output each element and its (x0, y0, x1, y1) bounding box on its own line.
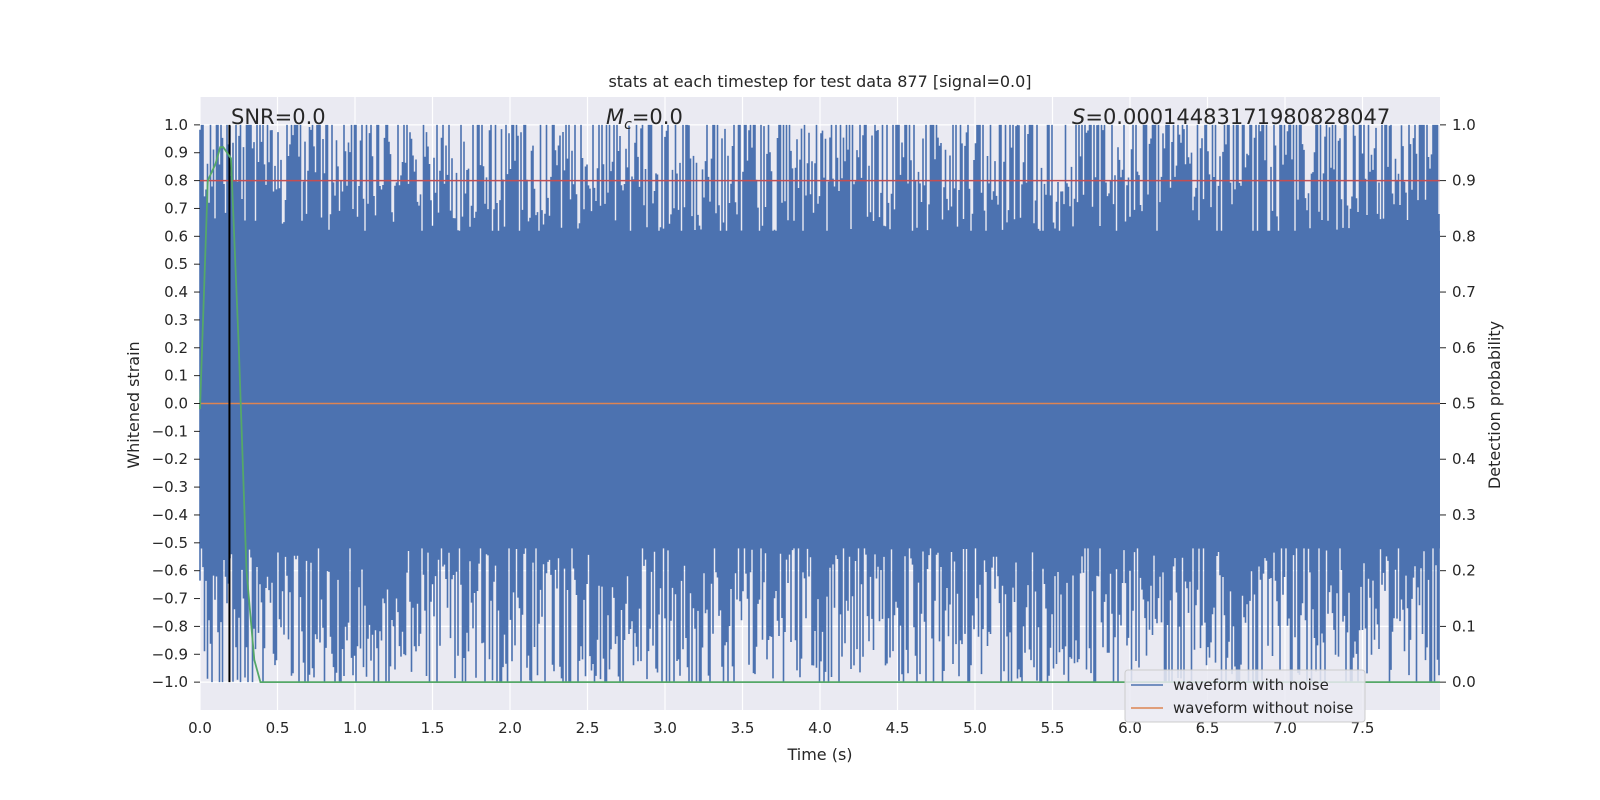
y-axis-right-label: Detection probability (1485, 321, 1504, 489)
y-axis-left-ticks: 1.0 0.9 0.8 0.7 0.6 0.5 0.4 0.3 0.2 0.1 0.0 −0.1 −0.… (152, 116, 200, 691)
y-left-tick-label: 0.0 (164, 395, 188, 413)
y-left-tick-label: −0.6 (152, 562, 188, 580)
x-tick-label: 0.5 (266, 719, 290, 737)
y-right-tick-label: 0.0 (1452, 673, 1476, 691)
x-axis-ticks: 0.0 0.5 1.0 1.5 2.0 2.5 3.0 3.5 4.0 4.5 5.0 5.5 6.0 6… (188, 719, 1374, 737)
y-axis-left-label: Whitened strain (124, 341, 143, 468)
legend: waveform with noise waveform without noi… (1124, 669, 1366, 723)
x-tick-label: 0.0 (188, 719, 212, 737)
y-left-tick-label: −0.5 (152, 534, 188, 552)
x-tick-label: 5.0 (963, 719, 987, 737)
x-tick-label: 2.5 (576, 719, 600, 737)
y-right-tick-label: 0.9 (1452, 172, 1476, 190)
y-left-tick-label: 0.2 (164, 339, 188, 357)
statistic-value: =0.00014483171980828047 (1085, 105, 1390, 129)
series-waveform-with-noise (199, 124, 1440, 683)
y-left-tick-label: −0.2 (152, 450, 188, 468)
y-left-tick-label: 0.7 (164, 199, 188, 217)
x-axis-label: Time (s) (786, 745, 852, 764)
x-tick-label: 6.5 (1196, 719, 1220, 737)
x-tick-label: 1.5 (421, 719, 445, 737)
y-axis-right-ticks: 1.0 0.9 0.8 0.7 0.6 0.5 0.4 0.3 0.2 0.1 0.0 (1440, 116, 1476, 691)
y-left-tick-label: −0.1 (152, 422, 188, 440)
y-right-tick-label: 0.3 (1452, 506, 1476, 524)
y-left-tick-label: 0.9 (164, 144, 188, 162)
chirp-mass-symbol: M (606, 105, 624, 129)
y-left-tick-label: 0.4 (164, 283, 188, 301)
y-left-tick-label: −0.7 (152, 590, 188, 608)
series-detection-probability (199, 146, 1440, 683)
chart-title: stats at each timestep for test data 877… (608, 72, 1031, 91)
y-left-tick-label: −0.9 (152, 645, 188, 663)
y-left-tick-label: −0.3 (152, 478, 188, 496)
x-tick-label: 4.0 (808, 719, 832, 737)
x-tick-label: 3.0 (653, 719, 677, 737)
statistic-annotation: S=0.00014483171980828047 (1072, 105, 1390, 129)
x-tick-label: 1.0 (343, 719, 367, 737)
y-left-tick-label: 0.8 (164, 172, 188, 190)
x-tick-label: 4.5 (886, 719, 910, 737)
y-right-tick-label: 0.4 (1452, 450, 1476, 468)
statistic-symbol: S (1072, 105, 1085, 129)
y-right-tick-label: 0.1 (1452, 617, 1476, 635)
chirp-mass-value: =0.0 (632, 105, 683, 129)
y-left-tick-label: 0.6 (164, 227, 188, 245)
y-left-tick-label: 0.5 (164, 255, 188, 273)
y-right-tick-label: 0.7 (1452, 283, 1476, 301)
y-left-tick-label: 1.0 (164, 116, 188, 134)
y-left-tick-label: −0.4 (152, 506, 188, 524)
y-right-tick-label: 0.8 (1452, 227, 1476, 245)
y-right-tick-label: 0.5 (1452, 395, 1476, 413)
y-left-tick-label: −0.8 (152, 617, 188, 635)
chirp-mass-subscript: c (624, 117, 632, 133)
y-right-tick-label: 0.6 (1452, 339, 1476, 357)
snr-annotation: SNR=0.0 (231, 105, 326, 129)
legend-label-waveform-without-noise: waveform without noise (1173, 699, 1353, 717)
y-left-tick-label: −1.0 (152, 673, 188, 691)
y-right-tick-label: 0.2 (1452, 562, 1476, 580)
chirp-mass-annotation: Mc=0.0 (606, 105, 683, 133)
y-left-tick-label: 0.3 (164, 311, 188, 329)
x-tick-label: 7.5 (1351, 719, 1375, 737)
legend-box (1124, 669, 1366, 723)
y-left-tick-label: 0.1 (164, 367, 188, 385)
x-tick-label: 7.0 (1273, 719, 1297, 737)
x-tick-label: 5.5 (1041, 719, 1065, 737)
y-right-tick-label: 1.0 (1452, 116, 1476, 134)
x-tick-label: 2.0 (498, 719, 522, 737)
noise-trace (199, 124, 1440, 683)
x-tick-label: 6.0 (1118, 719, 1142, 737)
legend-label-waveform-with-noise: waveform with noise (1173, 676, 1329, 694)
x-tick-label: 3.5 (731, 719, 755, 737)
